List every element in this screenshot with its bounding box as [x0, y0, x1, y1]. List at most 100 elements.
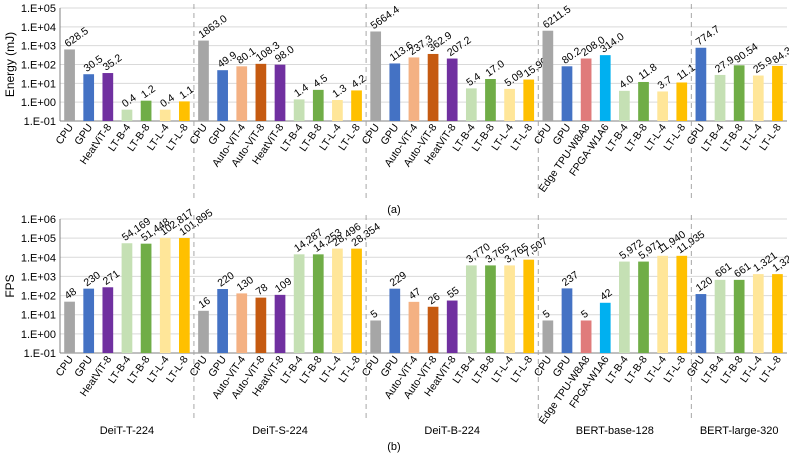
fps-data-label: 109 — [273, 275, 294, 295]
fps-data-label: 48 — [62, 286, 79, 303]
fps-bar-deit-t-224-lt-l-4 — [159, 237, 171, 353]
fps-bar-bert-base-128-gpu — [561, 288, 573, 353]
energy-category-label: CPU — [532, 122, 555, 147]
fps-bar-deit-s-224-lt-b-8 — [312, 254, 324, 353]
fps-bar-bert-large-320-lt-b-8 — [733, 279, 745, 353]
energy-bar-deit-b-224-lt-l-8 — [523, 79, 535, 121]
energy-bar-deit-t-224-lt-b-4 — [121, 109, 133, 121]
fps-ytick-label: 1.E+06 — [21, 214, 56, 226]
fps-ytick-label: 1.E+00 — [21, 329, 56, 341]
energy-y-axis-label: Energy (mJ) — [3, 32, 17, 97]
fps-bar-bert-large-320-lt-l-4 — [752, 274, 764, 353]
group-name: BERT-large-320 — [700, 425, 779, 437]
fps-bar-deit-b-224-lt-b-8 — [485, 265, 496, 353]
energy-data-label: 314.0 — [598, 31, 627, 56]
fps-bar-bert-base-128-lt-l-8 — [676, 255, 688, 353]
fps-data-label: 5 — [579, 308, 591, 321]
energy-data-label: 35.2 — [101, 52, 125, 74]
energy-bar-bert-base-128-lt-l-4 — [657, 91, 669, 121]
group-name: BERT-base-128 — [576, 425, 654, 437]
energy-data-label: 4.2 — [349, 73, 368, 91]
fps-bar-deit-s-224-auto-vit-8 — [255, 297, 267, 353]
fps-data-label: 26 — [426, 291, 443, 308]
energy-ytick-label: 1.E+02 — [21, 60, 56, 72]
energy-data-label: 0.4 — [120, 92, 139, 110]
energy-bar-deit-t-224-lt-l-8 — [178, 101, 190, 121]
energy-bar-deit-s-224-heatvit-8 — [274, 64, 286, 121]
energy-data-label: 4.5 — [311, 72, 330, 90]
energy-bar-deit-b-224-lt-b-8 — [485, 78, 496, 121]
energy-ytick-label: 1.E+05 — [21, 3, 56, 15]
energy-bar-deit-b-224-lt-l-4 — [504, 88, 515, 121]
fps-data-label: 237 — [560, 269, 581, 289]
fps-bar-deit-b-224-lt-b-4 — [465, 265, 477, 353]
energy-bar-bert-base-128-lt-b-8 — [638, 81, 649, 121]
energy-bar-deit-b-224-auto-vit-4 — [408, 57, 420, 121]
fps-category-label: CPU — [187, 354, 210, 379]
energy-bar-deit-t-224-lt-l-4 — [159, 109, 171, 121]
fps-bar-deit-t-224-cpu — [64, 301, 75, 353]
fps-chart: 1.E-01 1.E+00 1.E+01 1.E+02 1.E+03 1.E+04 1.E+… — [3, 207, 789, 437]
energy-bar-bert-base-128-edge-tpu-w8a8 — [580, 58, 592, 121]
energy-bar-deit-b-224-gpu — [389, 63, 401, 121]
fps-chart-caption: (b) — [387, 441, 400, 453]
fps-data-label: 7,507 — [522, 235, 551, 260]
fps-bar-deit-s-224-lt-l-4 — [332, 248, 343, 353]
fps-bar-deit-s-224-lt-b-4 — [293, 254, 305, 353]
fps-bar-deit-b-224-gpu — [389, 288, 401, 353]
fps-ytick-label: 1.E+01 — [21, 310, 56, 322]
fps-bar-bert-large-320-lt-b-4 — [714, 279, 726, 353]
group-name: DeiT-S-224 — [252, 425, 308, 437]
fps-bar-bert-base-128-lt-b-4 — [619, 261, 630, 353]
fps-bar-deit-s-224-lt-l-8 — [351, 248, 362, 353]
fps-bar-deit-b-224-auto-vit-8 — [427, 306, 439, 353]
fps-bar-deit-s-224-auto-vit-4 — [236, 293, 248, 353]
energy-data-label: 3.7 — [655, 74, 674, 92]
energy-bar-deit-t-224-heatvit-8 — [102, 73, 114, 121]
fps-bar-deit-b-224-cpu — [370, 320, 382, 353]
fps-data-label: 16 — [196, 295, 213, 312]
energy-ytick-label: 1.E+03 — [21, 41, 56, 53]
energy-data-label: 17.0 — [483, 58, 507, 80]
fps-bar-bert-base-128-lt-l-4 — [657, 255, 669, 353]
energy-ytick-label: 1.E+04 — [21, 22, 56, 34]
energy-bar-bert-large-320-lt-l-8 — [772, 65, 783, 121]
fps-data-label: 42 — [598, 287, 615, 304]
fps-data-label: 230 — [82, 269, 103, 289]
energy-bar-bert-base-128-cpu — [542, 30, 554, 121]
energy-bar-deit-s-224-lt-l-4 — [332, 100, 343, 121]
energy-bar-deit-s-224-cpu — [198, 40, 209, 121]
energy-bar-bert-base-128-fpga-w1a6 — [599, 55, 611, 121]
fps-bar-deit-t-224-lt-l-8 — [178, 237, 190, 353]
fps-category-label: CPU — [360, 354, 383, 379]
fps-bar-deit-t-224-lt-b-4 — [121, 243, 133, 353]
energy-bar-bert-base-128-lt-l-8 — [676, 82, 688, 121]
energy-data-label: 1.3 — [330, 82, 349, 100]
fps-data-label: 120 — [694, 275, 715, 295]
fps-bar-bert-base-128-edge-tpu-w8a8 — [580, 320, 592, 353]
fps-ytick-label: 1.E-01 — [24, 348, 56, 360]
energy-bar-deit-s-224-gpu — [217, 70, 228, 121]
energy-bar-deit-t-224-gpu — [83, 74, 95, 121]
energy-bar-deit-t-224-cpu — [64, 49, 75, 121]
fps-bar-deit-t-224-lt-b-8 — [140, 243, 152, 353]
group-name: DeiT-B-224 — [424, 425, 480, 437]
fps-data-label: 47 — [407, 286, 424, 303]
energy-bar-bert-large-320-lt-l-4 — [752, 75, 764, 121]
energy-bar-deit-s-224-auto-vit-4 — [236, 66, 248, 121]
energy-bar-bert-base-128-lt-b-4 — [619, 90, 630, 121]
fps-category-label: CPU — [53, 354, 76, 379]
fps-bar-deit-t-224-heatvit-8 — [102, 287, 114, 353]
energy-category-label: CPU — [53, 122, 76, 147]
energy-bar-bert-large-320-lt-b-4 — [714, 74, 726, 121]
energy-ytick-label: 1.E-01 — [24, 116, 56, 128]
energy-category-label: CPU — [187, 122, 210, 147]
energy-bar-bert-base-128-gpu — [561, 66, 573, 121]
energy-bar-deit-s-224-auto-vit-8 — [255, 63, 267, 121]
energy-category-label: CPU — [360, 122, 383, 147]
energy-bar-bert-large-320-lt-b-8 — [733, 65, 745, 121]
fps-ytick-label: 1.E+02 — [21, 291, 56, 303]
energy-data-label: 0.4 — [158, 92, 177, 110]
energy-chart: 1.E-01 1.E+00 1.E+01 1.E+02 1.E+03 1.E+04 1.E+… — [3, 3, 789, 200]
fps-bar-deit-s-224-cpu — [198, 310, 209, 353]
